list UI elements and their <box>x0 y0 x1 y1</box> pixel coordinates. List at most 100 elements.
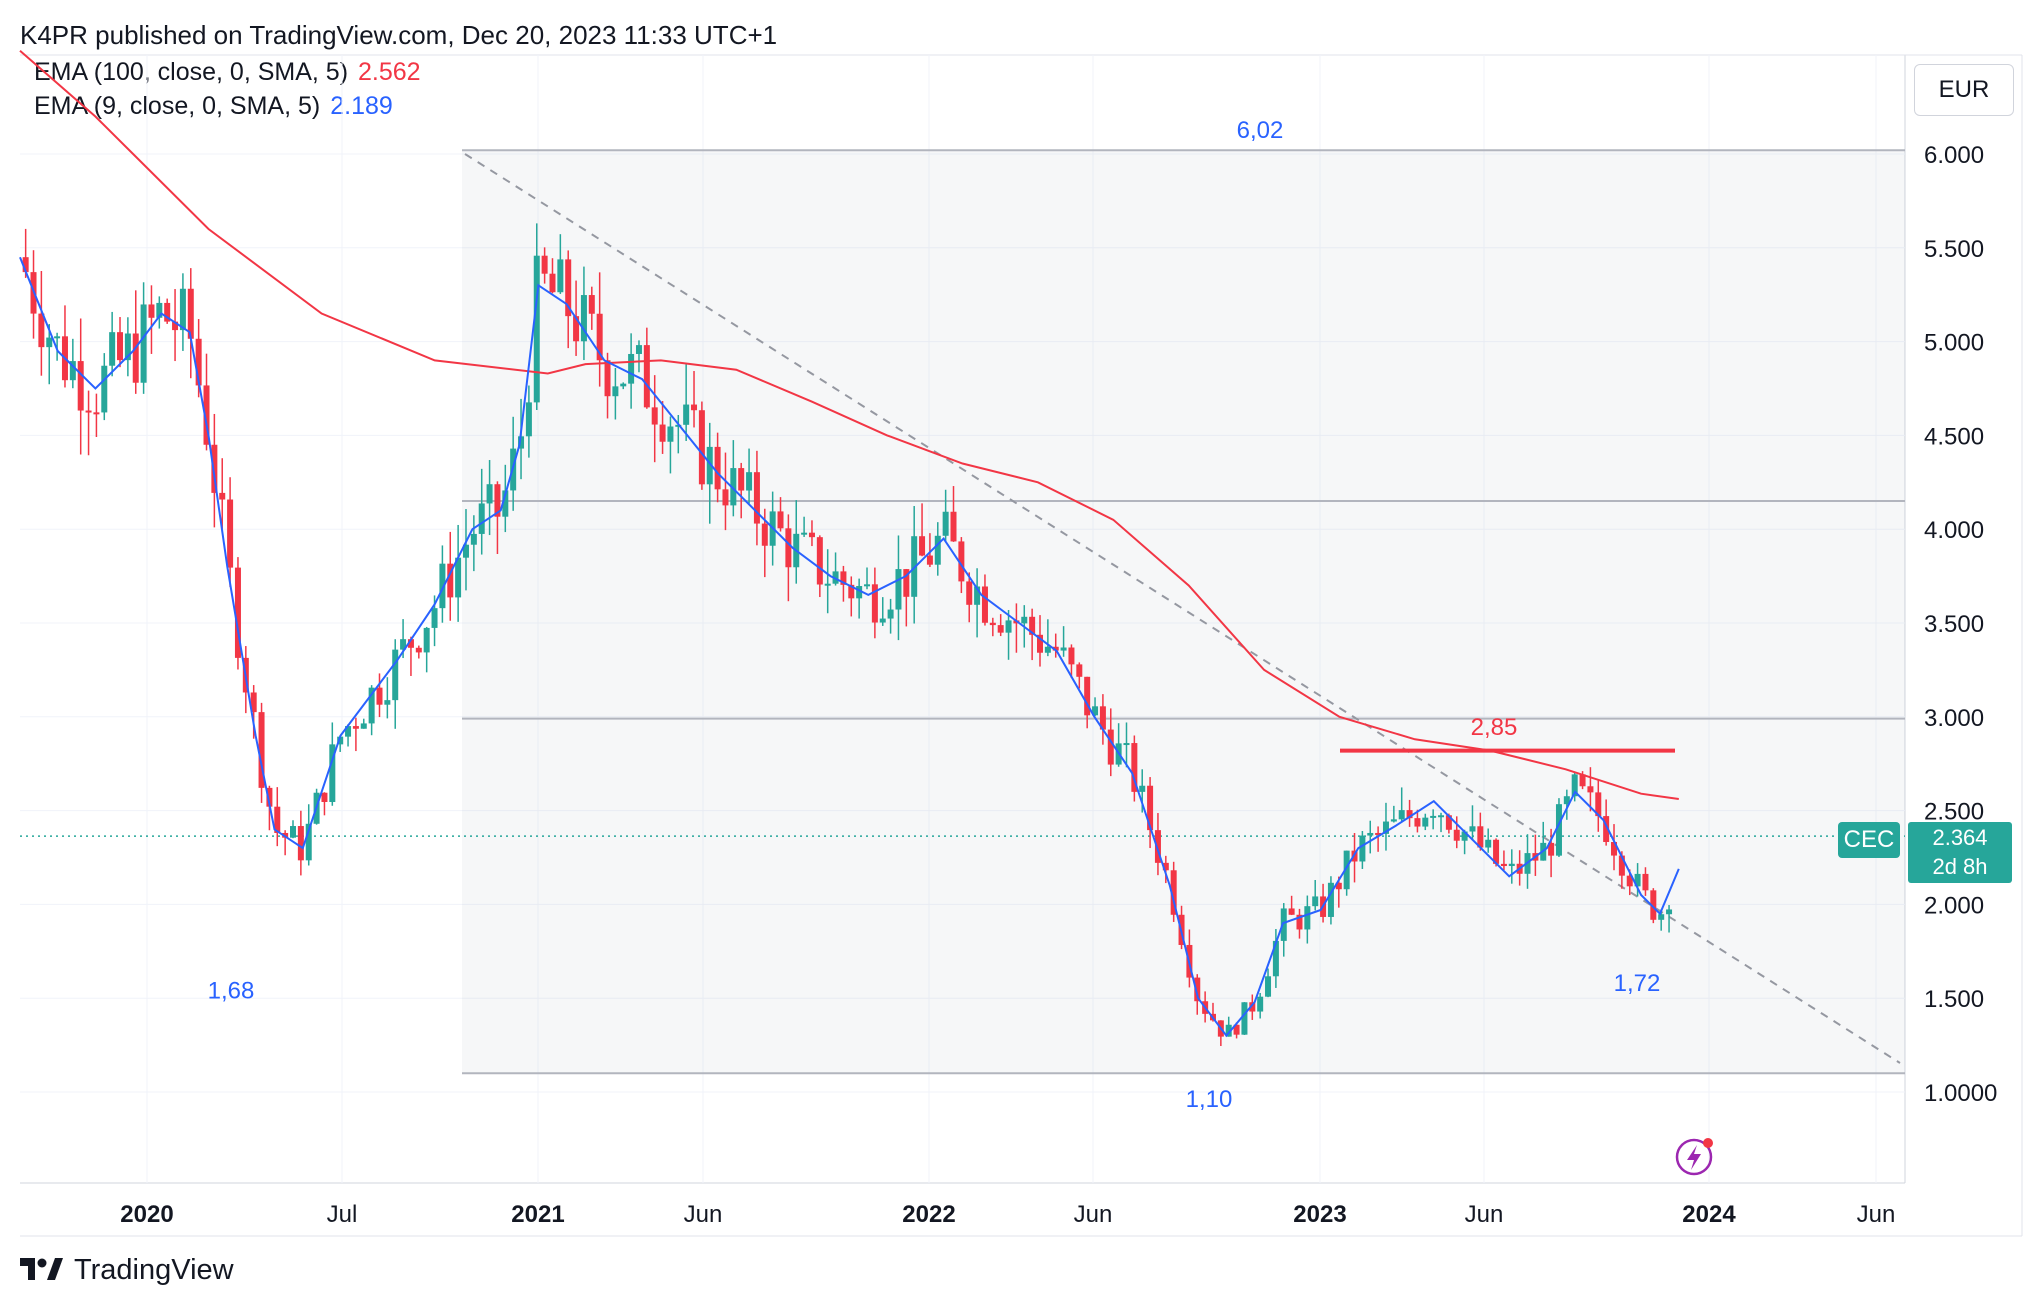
candle-body <box>895 569 902 610</box>
candle-body <box>1642 873 1649 891</box>
candle-body <box>1548 842 1555 856</box>
candle-body <box>1650 890 1657 920</box>
candle-body <box>1076 664 1083 677</box>
candle-body <box>1029 616 1036 635</box>
candle-body <box>234 567 241 658</box>
candle-body <box>1044 646 1051 653</box>
candle-body <box>1367 832 1374 836</box>
candle-body <box>565 259 572 317</box>
candle-body <box>1626 875 1633 887</box>
candle-body <box>101 365 108 413</box>
ema-100-line <box>19 50 1679 800</box>
candle-body <box>337 736 344 745</box>
price-annotation: 6,02 <box>1237 117 1284 144</box>
candle-body <box>675 424 682 427</box>
candle-body <box>1139 785 1146 792</box>
candle-body <box>557 259 564 293</box>
candle-body <box>266 787 273 807</box>
candle-body <box>659 424 666 442</box>
candle-body <box>1603 816 1610 842</box>
x-tick-label: Jul <box>327 1201 358 1228</box>
candle-body <box>950 511 957 542</box>
candle-body <box>989 622 996 626</box>
candle-body <box>140 304 147 383</box>
candle-body <box>250 692 257 713</box>
x-tick-label: Jun <box>1465 1201 1504 1228</box>
y-tick-label: 1.500 <box>1924 986 1984 1013</box>
candle-body <box>596 313 603 361</box>
candle-body <box>1296 914 1303 930</box>
candle-body <box>109 332 116 366</box>
x-tick-label: 2024 <box>1682 1201 1736 1228</box>
candle-body <box>360 723 367 729</box>
candle-body <box>942 511 949 536</box>
candle-body <box>46 337 53 348</box>
candle-body <box>1249 1002 1256 1012</box>
candle-body <box>1666 909 1673 915</box>
candle-body <box>816 537 823 585</box>
candle-body <box>290 826 297 838</box>
candle-body <box>1107 729 1114 765</box>
candle-body <box>1375 832 1382 835</box>
candle-body <box>352 726 359 729</box>
candle-body <box>297 826 304 861</box>
candle-body <box>124 333 131 361</box>
legend-ema-9[interactable]: EMA (9, close, 0, SMA, 5) 2.189 <box>34 92 393 121</box>
candle-body <box>69 361 76 381</box>
y-tick-label: 2.000 <box>1924 892 1984 919</box>
legend-ema-100[interactable]: EMA (100, close, 0, SMA, 5) 2.562 <box>34 58 421 87</box>
candle-body <box>187 288 194 339</box>
candle-body <box>667 426 674 442</box>
candle-body <box>541 255 548 274</box>
candle-body <box>1500 863 1507 867</box>
candle-body <box>93 412 100 415</box>
candle-body <box>966 581 973 605</box>
candle-body <box>746 472 753 491</box>
candle-body <box>321 792 328 802</box>
candle-body <box>407 639 414 648</box>
candle-body <box>887 609 894 619</box>
candle-body <box>580 295 587 342</box>
tradingview-logo[interactable]: TradingView <box>20 1254 234 1287</box>
candle-body <box>447 563 454 598</box>
candle-body <box>1005 620 1012 633</box>
candle-body <box>1084 676 1091 716</box>
candle-body <box>1579 774 1586 787</box>
candle-body <box>651 407 658 425</box>
candle-body <box>376 687 383 705</box>
candle-body <box>620 383 627 387</box>
candle-body <box>1060 647 1067 651</box>
candle-body <box>1618 855 1625 876</box>
y-tick-label: 4.000 <box>1924 517 1984 544</box>
candle-body <box>329 744 336 802</box>
legend-ema-9-value: 2.189 <box>330 92 393 120</box>
candle-body <box>179 288 186 331</box>
candle-body <box>926 555 933 565</box>
candle-body <box>997 625 1004 633</box>
candle-body <box>195 338 202 386</box>
candle-body <box>305 823 312 861</box>
currency-selector[interactable]: EUR <box>1914 64 2014 116</box>
candle-body <box>502 490 509 517</box>
candle-body <box>132 333 139 383</box>
candle-body <box>801 532 808 535</box>
candle-body <box>1037 634 1044 653</box>
candle-body <box>1068 647 1075 665</box>
candle-body <box>423 627 430 653</box>
candle-body <box>148 304 155 318</box>
candle-body <box>698 410 705 485</box>
candle-body <box>1571 774 1578 797</box>
candle-body <box>85 410 92 413</box>
candle-body <box>1508 863 1515 867</box>
y-tick-label: 3.500 <box>1924 611 1984 638</box>
candle-body <box>22 257 29 273</box>
legend-ema-9-name: EMA (9, close, 0, SMA, 5) <box>34 92 321 120</box>
x-tick-label: 2021 <box>511 1201 564 1228</box>
candle-body <box>1563 796 1570 805</box>
candle-body <box>1445 815 1452 830</box>
candle-body <box>1469 826 1476 832</box>
candle-body <box>1414 818 1421 827</box>
candle-body <box>1343 850 1350 890</box>
lightning-icon[interactable] <box>1675 1138 1713 1176</box>
